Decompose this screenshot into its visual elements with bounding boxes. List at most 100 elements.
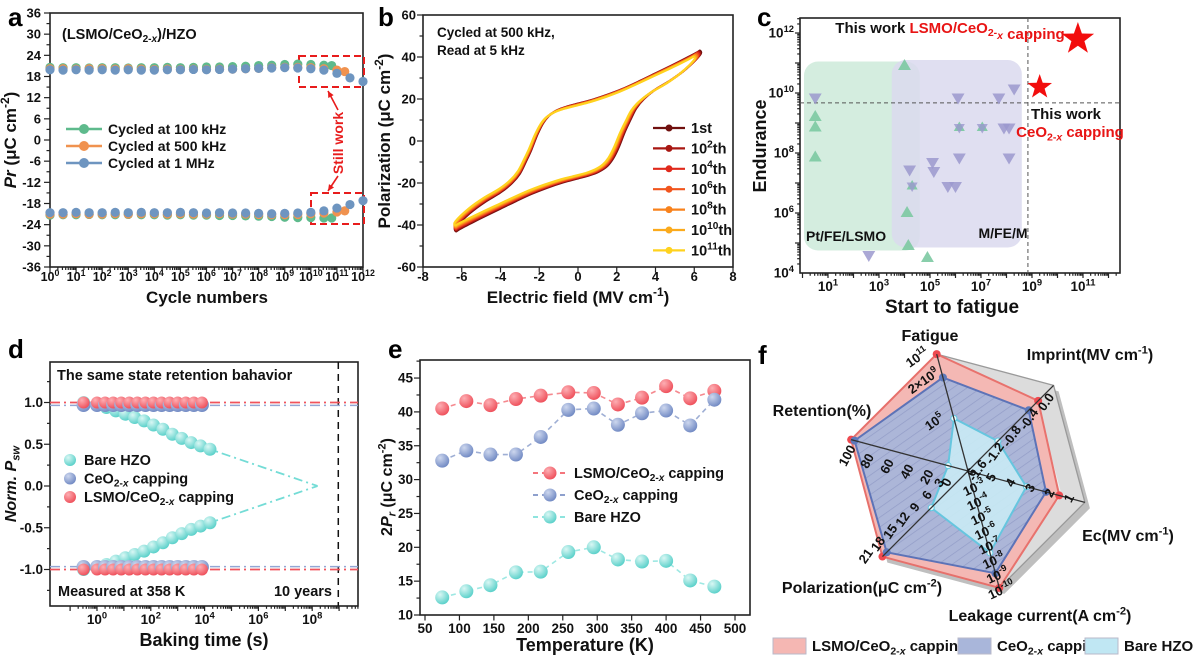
panel-label-a: a [8, 2, 23, 32]
svg-text:2: 2 [613, 269, 620, 284]
svg-text:30: 30 [27, 27, 41, 42]
svg-text:8: 8 [729, 269, 736, 284]
svg-text:Cycled at 1 MHz: Cycled at 1 MHz [108, 155, 215, 171]
svg-text:M/FE/M: M/FE/M [979, 225, 1028, 241]
svg-text:20: 20 [402, 92, 416, 107]
svg-text:1010: 1010 [769, 83, 794, 101]
svg-text:Leakage current(A cm-2): Leakage current(A cm-2) [949, 605, 1132, 625]
panel-f-axis-labels: Fatigue Imprint(MV cm-1) Ec(MV cm-1) Leakag… [773, 328, 1174, 625]
svg-text:101: 101 [818, 276, 838, 294]
svg-text:10-7: 10-7 [976, 533, 1003, 557]
svg-text:104: 104 [145, 268, 164, 284]
svg-text:-2: -2 [533, 269, 545, 284]
svg-text:450: 450 [689, 621, 712, 636]
svg-text:60: 60 [877, 456, 897, 476]
svg-text:Measured at 358 K: Measured at 358 K [58, 584, 186, 600]
svg-text:0: 0 [574, 269, 581, 284]
panel-b-loops [453, 49, 703, 233]
svg-text:108: 108 [249, 268, 268, 284]
panel-label-b: b [378, 2, 394, 32]
svg-text:-20: -20 [397, 176, 416, 191]
panel-e-axes: 50 100 150 200 250 300 350 400 450 500 10 15 20 25 30 3… [398, 360, 747, 636]
svg-text:LSMO/CeO2-x capping: LSMO/CeO2-x capping [812, 638, 967, 657]
svg-text:10-9: 10-9 [983, 562, 1010, 586]
svg-text:100: 100 [87, 609, 107, 627]
svg-text:6: 6 [34, 111, 41, 126]
svg-text:-0.5: -0.5 [20, 520, 44, 535]
svg-text:-40: -40 [397, 218, 416, 233]
panel-d-dots [76, 396, 217, 576]
svg-text:0.0: 0.0 [24, 479, 43, 494]
svg-text:Fatigue: Fatigue [902, 328, 959, 345]
panel-c-points [808, 22, 1095, 263]
svg-text:Retention(%): Retention(%) [773, 403, 872, 420]
svg-text:104: 104 [194, 609, 215, 627]
panel-c-regions [804, 60, 1022, 251]
svg-text:1011: 1011 [1071, 276, 1096, 294]
svg-text:10: 10 [398, 608, 413, 623]
svg-text:-6: -6 [29, 154, 41, 169]
svg-text:Pt/FE/LSMO: Pt/FE/LSMO [806, 228, 886, 244]
svg-text:0: 0 [409, 134, 416, 149]
svg-text:108: 108 [774, 143, 794, 161]
svg-text:500: 500 [724, 621, 747, 636]
svg-text:100: 100 [41, 268, 60, 284]
svg-text:1011: 1011 [902, 343, 931, 370]
svg-text:Pr (μC cm-2): Pr (μC cm-2) [0, 92, 20, 189]
svg-text:104: 104 [774, 263, 795, 281]
panel-c: 101 103 105 107 109 1011 104 106 108 1010 1012 Star… [750, 17, 1124, 318]
svg-text:40: 40 [897, 462, 917, 482]
svg-text:Cycled at 500 kHz,: Cycled at 500 kHz, [437, 25, 555, 40]
panel-e-series-2 [435, 540, 722, 605]
svg-text:Read at 5 kHz: Read at 5 kHz [437, 43, 525, 58]
svg-text:Ec(MV cm-1): Ec(MV cm-1) [1082, 525, 1174, 545]
svg-text:Baking time (s): Baking time (s) [139, 630, 268, 650]
svg-text:24: 24 [27, 48, 42, 63]
svg-text:300: 300 [586, 621, 609, 636]
svg-text:108th: 108th [691, 201, 726, 219]
panel-f-polygons [847, 350, 1064, 592]
panel-a-series-2 [45, 63, 368, 219]
svg-text:2Pr (μC cm-2): 2Pr (μC cm-2) [376, 438, 398, 536]
svg-text:102: 102 [93, 268, 112, 284]
svg-text:21: 21 [855, 546, 876, 566]
svg-text:80: 80 [857, 451, 877, 471]
svg-text:0: 0 [34, 133, 41, 148]
svg-text:LSMO/CeO2-x capping: LSMO/CeO2-x capping [574, 466, 724, 484]
svg-text:Cycle numbers: Cycle numbers [146, 288, 268, 307]
svg-text:100: 100 [448, 621, 471, 636]
panel-label-f: f [758, 340, 767, 370]
svg-text:36: 36 [27, 6, 41, 21]
svg-text:Polarization (μC cm-2): Polarization (μC cm-2) [372, 54, 394, 229]
svg-text:40: 40 [398, 404, 413, 419]
svg-text:Bare HZO: Bare HZO [574, 510, 641, 526]
panel-d: 100 102 104 106 108 -1.0 -0.5 0.0 0.5 1.0 Baking t… [3, 361, 359, 650]
svg-text:-30: -30 [22, 238, 41, 253]
svg-text:20: 20 [398, 540, 413, 555]
panel-label-e: e [388, 334, 403, 364]
svg-text:-60: -60 [397, 260, 416, 275]
panel-e: 50 100 150 200 250 300 350 400 450 500 10 15 20 25 30 3… [376, 359, 751, 655]
panel-label-d: d [8, 334, 24, 364]
svg-text:10-5: 10-5 [968, 504, 995, 528]
svg-text:6: 6 [691, 269, 698, 284]
svg-text:106: 106 [197, 268, 216, 284]
svg-text:105: 105 [171, 268, 190, 284]
svg-text:-4: -4 [495, 269, 507, 284]
svg-text:109: 109 [1022, 276, 1042, 294]
svg-text:Bare HZO: Bare HZO [84, 453, 151, 469]
svg-text:15: 15 [398, 574, 414, 589]
svg-text:12: 12 [892, 509, 913, 529]
svg-text:102: 102 [141, 609, 161, 627]
svg-text:10-3: 10-3 [960, 475, 987, 499]
svg-text:Still work: Still work [330, 112, 346, 174]
svg-text:10 years: 10 years [274, 584, 332, 600]
svg-text:105: 105 [920, 276, 940, 294]
svg-text:12: 12 [27, 90, 41, 105]
